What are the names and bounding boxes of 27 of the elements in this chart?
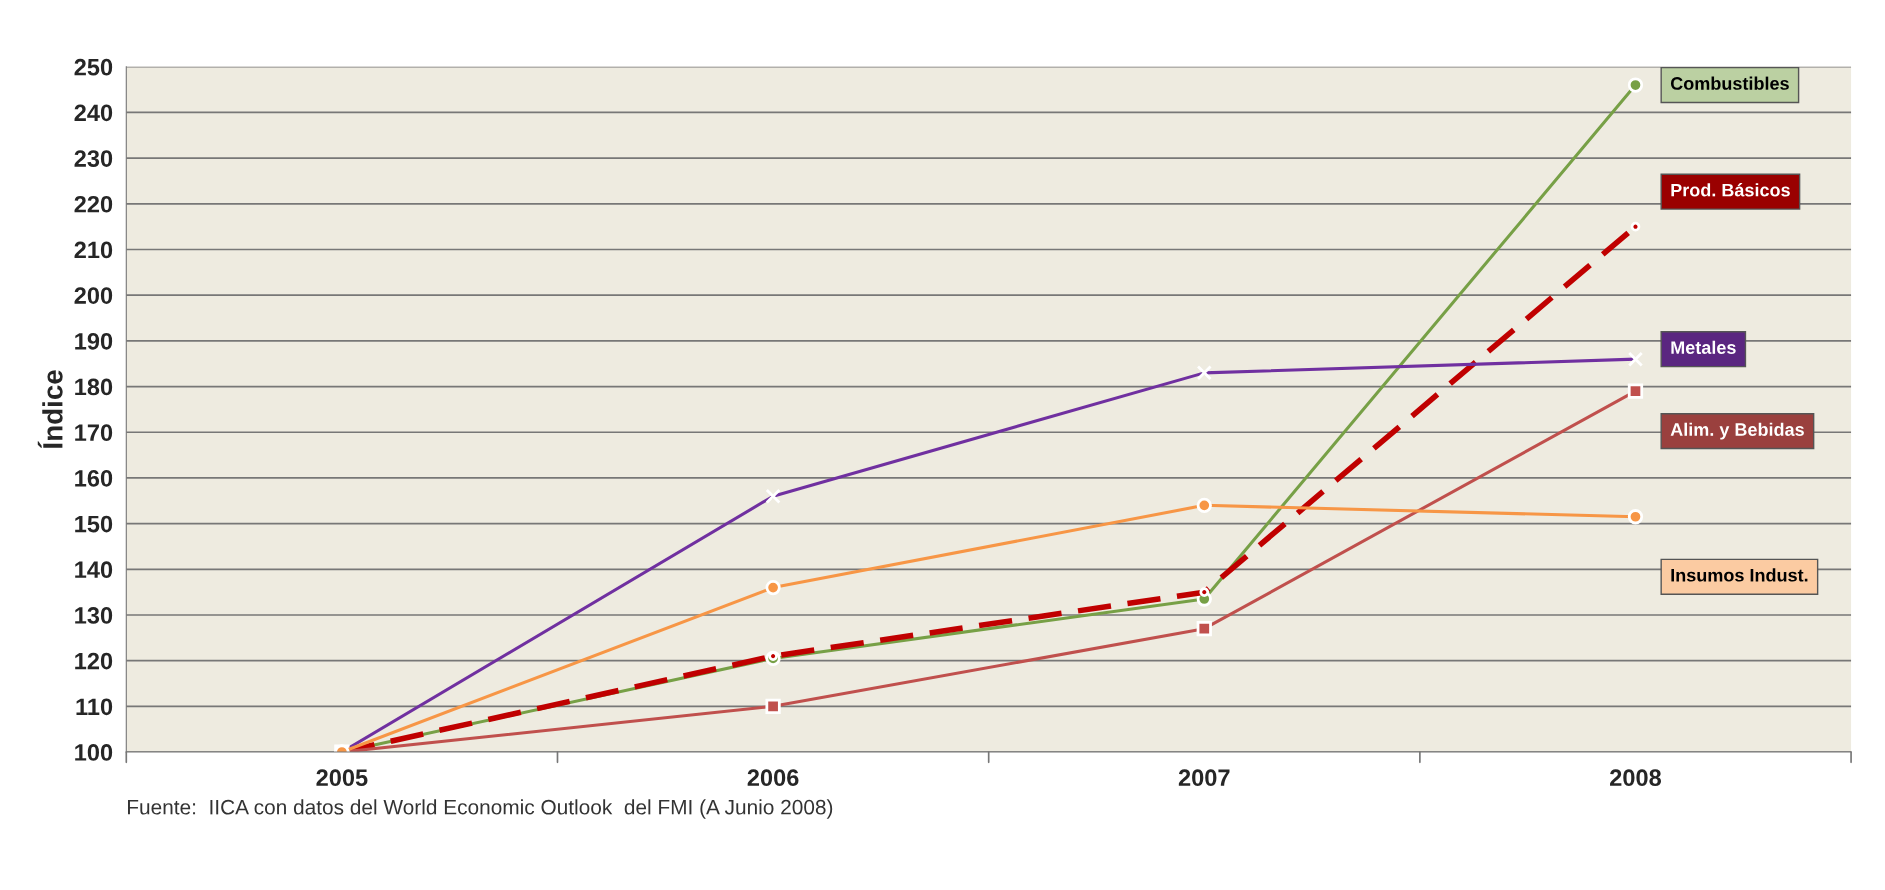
x-tick-label: 2008 <box>1610 769 1662 787</box>
text: Prod. Básicos <box>1671 183 1790 197</box>
y-tick-label: 190 <box>75 332 113 350</box>
y-tick-label: 210 <box>74 241 113 259</box>
x-tick-label: 2007 <box>1178 769 1230 787</box>
x-tick-label: 2005 <box>316 769 368 787</box>
y-tick-label: 230 <box>74 150 113 167</box>
y-tick-label: 160 <box>75 470 113 487</box>
y-tick-label: 220 <box>74 195 113 213</box>
y-tick-label: 250 <box>74 58 113 76</box>
y-tick-label: 100 <box>75 744 113 761</box>
y-tick-label: 180 <box>75 378 113 396</box>
y-axis-title: Índice <box>37 370 63 449</box>
x-tick-label: 2006 <box>747 769 799 787</box>
y-tick-label: 110 <box>76 698 113 716</box>
text: Insumos Indust. <box>1671 568 1808 582</box>
series-label: Combustibles <box>1670 76 1789 90</box>
y-tick-label: 170 <box>75 424 113 442</box>
y-tick-label: 120 <box>75 652 113 670</box>
source-note: Fuente: IICA con datos del World Economic Outlook del FMI (A Junio 2008) <box>128 799 833 819</box>
y-tick-label: 130 <box>75 607 113 624</box>
y-tick-label: 240 <box>74 104 113 122</box>
y-tick-label: 140 <box>75 561 113 579</box>
y-tick-label: 200 <box>74 287 113 304</box>
series-label: Metales <box>1671 340 1736 354</box>
y-tick-label: 150 <box>75 515 113 533</box>
text: Alim. y Bebidas <box>1670 422 1804 440</box>
